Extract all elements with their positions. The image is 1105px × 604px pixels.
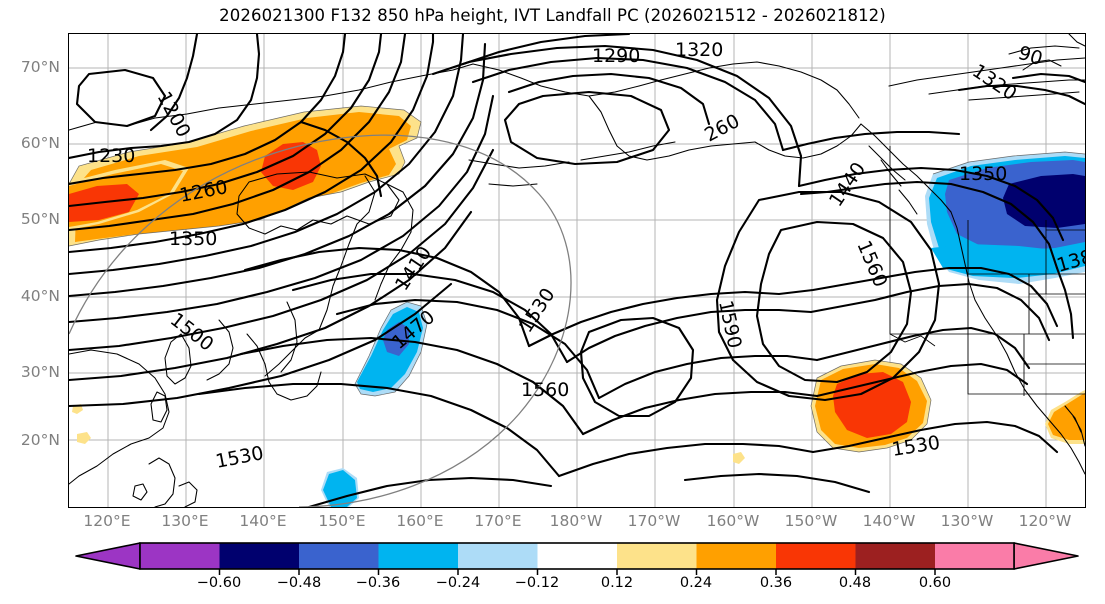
cb-tick-0.12: 0.12 [600,575,634,591]
contour-label-1350a: 1350 [169,228,217,250]
political-borders [889,146,1085,396]
colorbar-seg-8 [776,543,856,569]
colorbar-extend-max [1013,542,1079,570]
cb-tick-0.48: 0.48 [838,575,872,591]
contour-label-1560a: 1560 [521,379,569,401]
contour-label-1590: 1590 [714,298,746,350]
contour-label-1290a: 1290 [592,45,640,67]
y-tick-20N: 20°N [20,431,60,449]
colorbar-seg-3 [378,543,458,569]
colorbar-seg-9 [855,543,935,569]
colorbar-extend-min [75,542,141,570]
contour-labels: 1200 1230 1260 1350 1290 1320 260 1320 9… [87,39,1085,473]
cb-tick--0.60: −0.60 [196,575,242,591]
cb-tick-0.36: 0.36 [759,575,793,591]
cb-tick--0.24: −0.24 [435,575,481,591]
contour-label-1230: 1230 [87,145,135,167]
colorbar-seg-0 [140,543,220,569]
colorbar-seg-2 [299,543,379,569]
x-tick-140E: 140°E [239,512,287,530]
cb-tick--0.48: −0.48 [276,575,322,591]
map-svg: 1200 1230 1260 1350 1290 1320 260 1320 9… [69,34,1085,507]
y-tick-30N: 30°N [20,363,60,381]
colorbar-svg [75,542,1079,575]
great-circle-arc [69,134,572,507]
x-tick-120E: 120°E [83,512,131,530]
x-tick-140W: 140°W [862,512,916,530]
colorbar-seg-4 [458,543,538,569]
y-tick-50N: 50°N [20,210,60,228]
colorbar-seg-1 [219,543,299,569]
y-tick-40N: 40°N [20,287,60,305]
x-tick-130W: 130°W [940,512,994,530]
colorbar-seg-10 [935,543,1014,569]
contour-label-1320a: 1320 [675,39,723,61]
x-tick-180W: 180°W [549,512,603,530]
x-tick-160E: 160°E [396,512,444,530]
colorbar-segments [140,543,1014,569]
contour-label-1530b: 1530 [214,442,266,473]
colorbar-seg-5 [537,543,617,569]
cb-tick-0.60: 0.60 [918,575,952,591]
colorbar-outline [139,542,1015,570]
x-tick-160W: 160°W [706,512,760,530]
colorbar-seg-6 [617,543,697,569]
contour-label-1290b: 90 [1015,42,1045,70]
cb-tick--0.12: −0.12 [514,575,560,591]
x-tick-130E: 130°E [161,512,209,530]
map-plot-area[interactable]: 1200 1230 1260 1350 1290 1320 260 1320 9… [68,33,1086,508]
x-tick-150E: 150°E [318,512,366,530]
colorbar-seg-7 [696,543,776,569]
contour-label-1530a: 1530 [515,284,560,337]
x-tick-170W: 170°W [627,512,681,530]
y-tick-60N: 60°N [20,134,60,152]
contour-label-1500: 1500 [166,309,218,356]
contour-label-1440: 1440 [825,158,870,210]
contour-label-1350b: 1350 [959,163,1007,185]
figure-title: 2026021300 F132 850 hPa height, IVT Land… [219,6,886,25]
x-tick-170E: 170°E [474,512,522,530]
y-tick-70N: 70°N [20,58,60,76]
height-contours [69,34,1085,507]
x-tick-120W: 120°W [1018,512,1072,530]
colorbar-ticks [218,569,936,575]
cb-tick-0.24: 0.24 [679,575,713,591]
cb-tick--0.36: −0.36 [355,575,401,591]
colorbar[interactable] [68,541,1086,575]
x-tick-150W: 150°W [784,512,838,530]
